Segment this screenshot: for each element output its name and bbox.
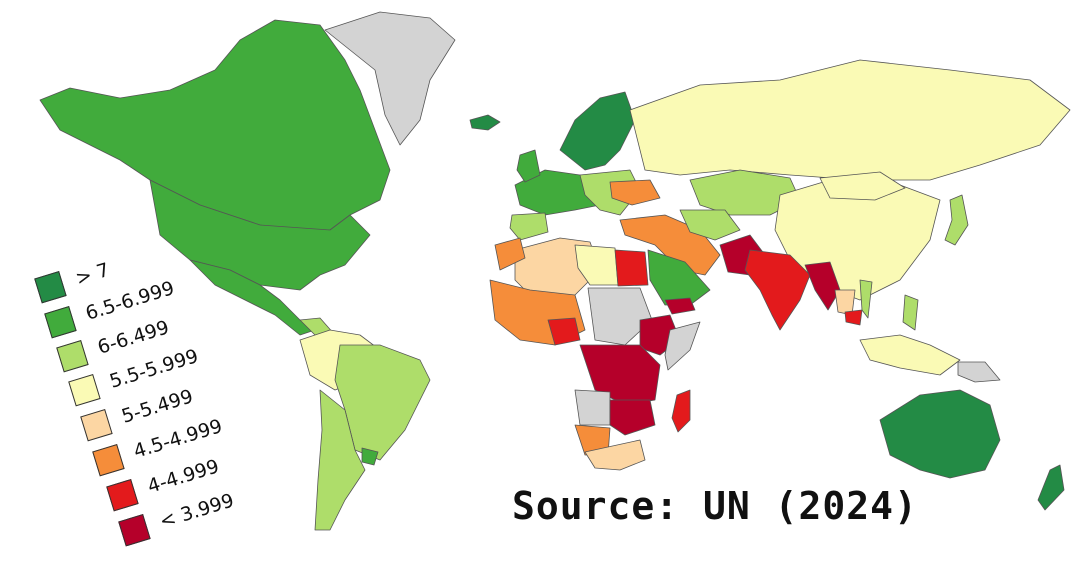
legend-swatch <box>92 443 125 477</box>
region-central-asia <box>679 209 741 241</box>
region-ukraine <box>609 179 661 206</box>
region-yemen <box>664 297 696 315</box>
source-caption: Source: UN (2024) <box>512 484 918 528</box>
region-angola <box>574 389 611 426</box>
region-central-africa <box>579 344 661 406</box>
region-papua <box>957 361 1001 383</box>
region-uk <box>516 149 541 183</box>
region-chad-sudan <box>587 287 653 346</box>
region-somalia <box>664 321 701 371</box>
region-east-africa <box>609 399 656 436</box>
legend-swatch <box>106 478 139 512</box>
region-nigeria <box>547 317 581 346</box>
region-canada <box>39 19 391 231</box>
region-brazil <box>334 344 431 461</box>
legend: > 7 6.5-6.999 6-6.499 5.5-5.999 5-5.499 … <box>30 259 290 558</box>
legend-label: 4-4.999 <box>145 455 222 498</box>
legend-swatch <box>44 305 77 339</box>
region-southeast-asia-islands <box>859 334 961 376</box>
region-morocco <box>494 237 526 271</box>
region-iberia <box>509 212 549 241</box>
region-greenland <box>324 11 456 146</box>
region-new-zealand <box>1037 464 1065 511</box>
region-japan <box>944 194 969 246</box>
region-south-africa <box>584 439 646 471</box>
legend-label: < 3.999 <box>157 489 237 533</box>
region-vietnam <box>859 279 873 319</box>
region-india <box>744 249 811 331</box>
region-australia <box>879 389 1001 479</box>
region-libya <box>574 244 619 286</box>
region-russia <box>629 59 1071 181</box>
legend-swatch <box>68 373 101 407</box>
region-bangladesh-myanmar <box>804 261 841 311</box>
legend-swatch <box>80 408 113 442</box>
legend-swatch <box>56 339 89 373</box>
region-egypt <box>614 249 649 287</box>
legend-label: 5-5.499 <box>119 385 196 428</box>
region-uruguay <box>361 447 379 466</box>
region-scandinavia <box>559 91 636 171</box>
region-mongolia <box>819 171 906 201</box>
region-cambodia <box>844 309 863 326</box>
legend-swatch <box>118 513 151 547</box>
region-south-america-south <box>314 389 366 531</box>
legend-swatch <box>34 270 67 304</box>
region-madagascar <box>671 389 691 433</box>
region-iceland <box>469 114 501 131</box>
region-philippines <box>902 294 919 331</box>
